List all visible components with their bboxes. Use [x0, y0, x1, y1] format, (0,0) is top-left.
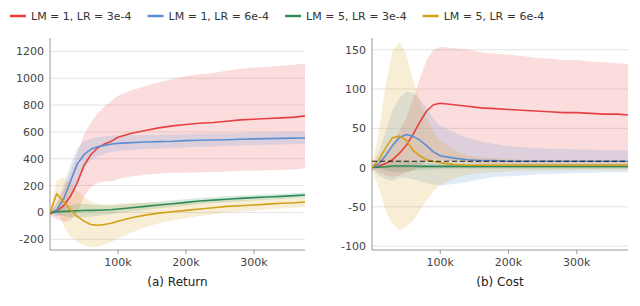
std-band — [50, 63, 305, 221]
legend-label: LM = 1, LR = 3e-4 — [31, 10, 132, 23]
x-axis-label: (b) Cost — [476, 275, 524, 289]
plot-area — [50, 63, 305, 247]
mean-line — [372, 103, 628, 167]
y-tick-label: 50 — [352, 122, 366, 135]
legend-label: LM = 1, LR = 6e-4 — [169, 10, 270, 23]
x-axis-label: (a) Return — [147, 275, 207, 289]
reference-line — [372, 161, 628, 162]
x-axis-line — [50, 250, 305, 251]
x-tick-label: 300k — [563, 256, 591, 269]
y-tick-label: 150 — [345, 44, 366, 57]
legend-swatch — [10, 15, 26, 18]
y-tick-label: 800 — [23, 99, 44, 112]
y-tick-label: 400 — [23, 153, 44, 166]
y-tick-label: 600 — [23, 126, 44, 139]
x-tick-label: 200k — [495, 256, 523, 269]
y-tick-label: 100 — [345, 83, 366, 96]
y-axis-line — [372, 38, 373, 250]
x-tick — [254, 250, 255, 254]
mean-line — [372, 136, 628, 167]
mean-line — [50, 116, 305, 214]
y-tick-label: -200 — [19, 233, 44, 246]
mean-line — [372, 135, 628, 168]
y-tick-label: 1000 — [16, 72, 44, 85]
plot-area — [372, 42, 628, 230]
x-tick — [118, 250, 119, 254]
x-axis-line — [372, 250, 628, 251]
y-axis-line — [50, 38, 51, 250]
mean-line — [372, 166, 628, 168]
grid-line — [50, 51, 305, 52]
y-tick-label: -100 — [341, 240, 366, 253]
y-tick-label: 0 — [37, 206, 44, 219]
panel: -100 -50 0 50 100 150 100k 200k 300k (b) Cost — [341, 38, 628, 289]
y-tick-label: -50 — [348, 201, 366, 214]
std-band — [50, 178, 305, 248]
x-tick — [186, 250, 187, 254]
x-tick — [440, 250, 441, 254]
legend-label: LM = 5, LR = 3e-4 — [306, 10, 407, 23]
x-tick — [576, 250, 577, 254]
mean-line — [50, 194, 305, 226]
grid-line — [372, 49, 628, 50]
x-tick-label: 200k — [172, 256, 200, 269]
legend-swatch — [423, 15, 439, 18]
legend-label: LM = 5, LR = 6e-4 — [444, 10, 545, 23]
x-tick-label: 300k — [240, 256, 268, 269]
figure: -200020040060080010001200100k200k300k(a)… — [0, 0, 640, 306]
legend: LM = 1, LR = 3e-4 LM = 1, LR = 6e-4 LM = 5… — [10, 10, 544, 23]
y-tick-label: 200 — [23, 180, 44, 193]
mean-line — [50, 138, 305, 213]
grid-line — [372, 246, 628, 247]
y-tick-label: 0 — [359, 162, 366, 175]
y-tick-label: 1200 — [16, 45, 44, 58]
x-tick-label: 100k — [104, 256, 132, 269]
x-tick — [508, 250, 509, 254]
legend-swatch — [148, 15, 164, 18]
legend-swatch — [285, 15, 301, 18]
x-tick-label: 100k — [427, 256, 455, 269]
std-band — [372, 42, 628, 230]
panel: -200 0 200 400 600 800 1000 1200 100k 200k 300k (a)… — [16, 38, 305, 289]
